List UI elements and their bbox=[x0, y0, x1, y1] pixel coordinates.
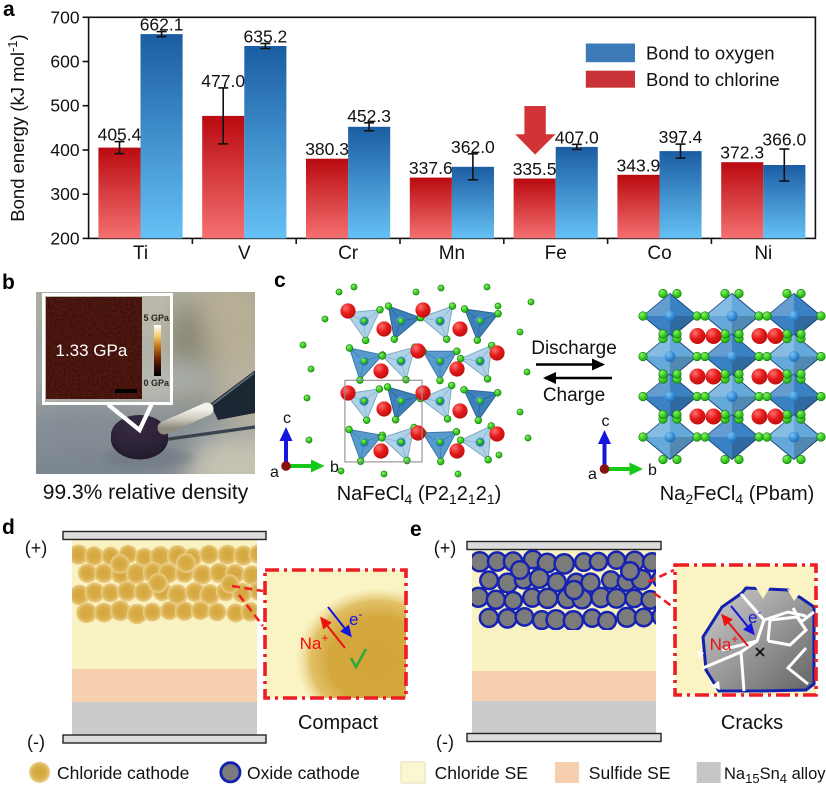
svg-text:V: V bbox=[238, 243, 251, 264]
svg-text:Sulfide SE: Sulfide SE bbox=[589, 763, 671, 783]
svg-text:600: 600 bbox=[50, 52, 79, 72]
svg-text:Chloride SE: Chloride SE bbox=[435, 763, 528, 783]
svg-text:Fe: Fe bbox=[545, 243, 567, 264]
svg-text:500: 500 bbox=[50, 96, 79, 116]
svg-text:(-): (-) bbox=[27, 732, 45, 752]
svg-text:Bond to oxygen: Bond to oxygen bbox=[646, 43, 775, 64]
svg-text:a: a bbox=[270, 464, 279, 481]
svg-text:337.6: 337.6 bbox=[409, 158, 453, 178]
svg-text:Oxide cathode: Oxide cathode bbox=[247, 763, 360, 783]
svg-text:405.4: 405.4 bbox=[98, 125, 142, 145]
svg-text:635.2: 635.2 bbox=[244, 27, 288, 47]
svg-text:NaFeCl4 (P212121): NaFeCl4 (P212121) bbox=[337, 483, 502, 507]
svg-text:397.4: 397.4 bbox=[659, 127, 703, 147]
svg-text:407.0: 407.0 bbox=[555, 127, 599, 147]
svg-text:452.3: 452.3 bbox=[347, 106, 391, 126]
svg-text:c: c bbox=[602, 413, 610, 430]
svg-text:400: 400 bbox=[50, 140, 79, 160]
svg-text:Ti: Ti bbox=[133, 243, 148, 264]
svg-text:362.0: 362.0 bbox=[451, 137, 495, 157]
svg-text:662.1: 662.1 bbox=[140, 15, 184, 35]
svg-text:343.9: 343.9 bbox=[617, 155, 661, 175]
svg-text:300: 300 bbox=[50, 184, 79, 204]
svg-text:Na2FeCl4 (Pbam): Na2FeCl4 (Pbam) bbox=[660, 483, 815, 507]
svg-text:(+): (+) bbox=[25, 538, 48, 558]
svg-text:Bond energy (kJ mol-1): Bond energy (kJ mol-1) bbox=[5, 34, 29, 221]
svg-text:Discharge: Discharge bbox=[531, 338, 617, 359]
svg-text:Na+: Na+ bbox=[710, 632, 739, 654]
svg-text:b: b bbox=[648, 462, 657, 479]
svg-text:Bond to chlorine: Bond to chlorine bbox=[646, 69, 780, 90]
svg-text:Charge: Charge bbox=[543, 385, 605, 406]
svg-text:Cracks: Cracks bbox=[721, 712, 783, 734]
svg-text:(-): (-) bbox=[436, 732, 454, 752]
svg-text:Compact: Compact bbox=[298, 712, 378, 734]
svg-text:b: b bbox=[330, 459, 339, 476]
svg-text:c: c bbox=[283, 410, 291, 427]
svg-text:335.5: 335.5 bbox=[513, 159, 557, 179]
svg-text:Co: Co bbox=[647, 243, 671, 264]
svg-text:366.0: 366.0 bbox=[762, 130, 806, 150]
svg-text:380.3: 380.3 bbox=[305, 139, 349, 159]
svg-text:477.0: 477.0 bbox=[201, 71, 245, 91]
svg-text:200: 200 bbox=[50, 228, 79, 248]
svg-text:Ni: Ni bbox=[754, 243, 772, 264]
svg-text:Na15Sn4 alloy: Na15Sn4 alloy bbox=[724, 765, 826, 786]
svg-text:Mn: Mn bbox=[439, 243, 465, 264]
svg-text:Na+: Na+ bbox=[300, 631, 329, 653]
svg-text:372.3: 372.3 bbox=[720, 143, 764, 163]
svg-text:a: a bbox=[588, 466, 597, 483]
svg-text:(+): (+) bbox=[434, 538, 457, 558]
svg-text:Cr: Cr bbox=[338, 243, 359, 264]
svg-text:Chloride cathode: Chloride cathode bbox=[57, 763, 189, 783]
svg-text:700: 700 bbox=[50, 7, 79, 27]
